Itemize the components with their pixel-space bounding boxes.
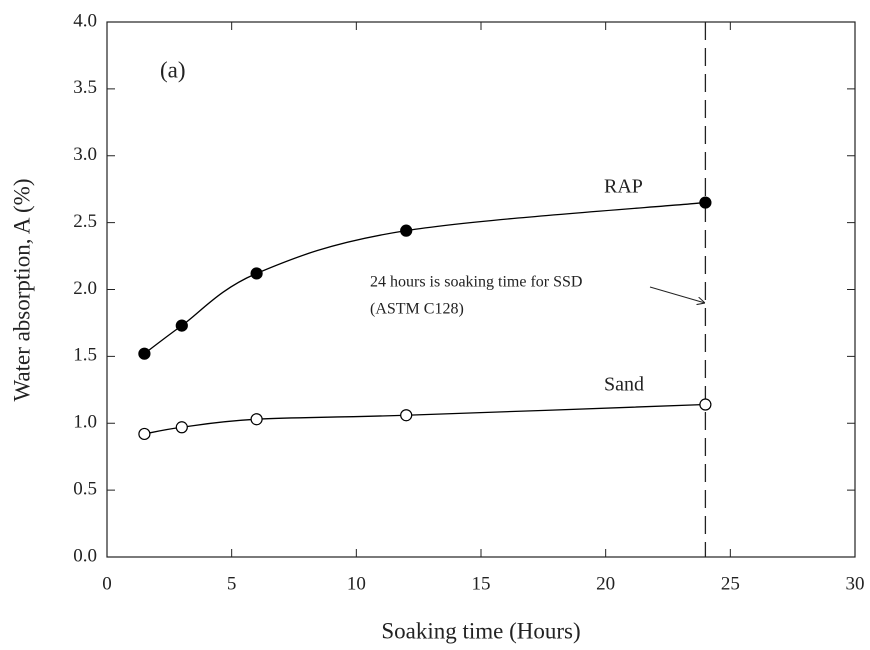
data-point	[139, 428, 150, 439]
y-axis-label: Water absorption, A (%)	[9, 179, 34, 402]
y-tick-label: 3.0	[73, 144, 97, 165]
annotation: (ASTM C128)	[370, 301, 464, 318]
data-point	[401, 410, 412, 421]
x-tick-label: 15	[472, 573, 491, 594]
x-tick-label: 10	[347, 573, 366, 594]
y-tick-label: 0.5	[73, 478, 97, 499]
x-tick-label: 20	[596, 573, 615, 594]
series-line	[144, 405, 705, 434]
x-tick-label: 5	[227, 573, 237, 594]
data-point	[176, 320, 187, 331]
y-tick-label: 1.5	[73, 345, 97, 366]
y-tick-label: 4.0	[73, 10, 97, 31]
annotation: 24 hours is soaking time for SSD	[370, 274, 582, 291]
series-label: RAP	[604, 176, 643, 198]
y-tick-label: 1.0	[73, 412, 97, 433]
data-point	[700, 399, 711, 410]
data-point	[401, 225, 412, 236]
y-tick-label: 3.5	[73, 77, 97, 98]
data-point	[251, 268, 262, 279]
y-tick-label: 0.0	[73, 545, 97, 566]
data-point	[700, 197, 711, 208]
chart: (a) Soaking time (Hours) Water absorptio…	[0, 0, 870, 650]
x-axis-label: Soaking time (Hours)	[381, 618, 580, 643]
x-tick-label: 30	[846, 573, 865, 594]
x-tick-label: 25	[721, 573, 740, 594]
annotation-arrow	[650, 287, 705, 303]
series-label: Sand	[604, 374, 644, 396]
panel-label: (a)	[160, 57, 186, 82]
data-point	[139, 348, 150, 359]
x-tick-label: 0	[102, 573, 112, 594]
y-tick-label: 2.5	[73, 211, 97, 232]
y-tick-label: 2.0	[73, 278, 97, 299]
data-point	[251, 414, 262, 425]
data-point	[176, 422, 187, 433]
